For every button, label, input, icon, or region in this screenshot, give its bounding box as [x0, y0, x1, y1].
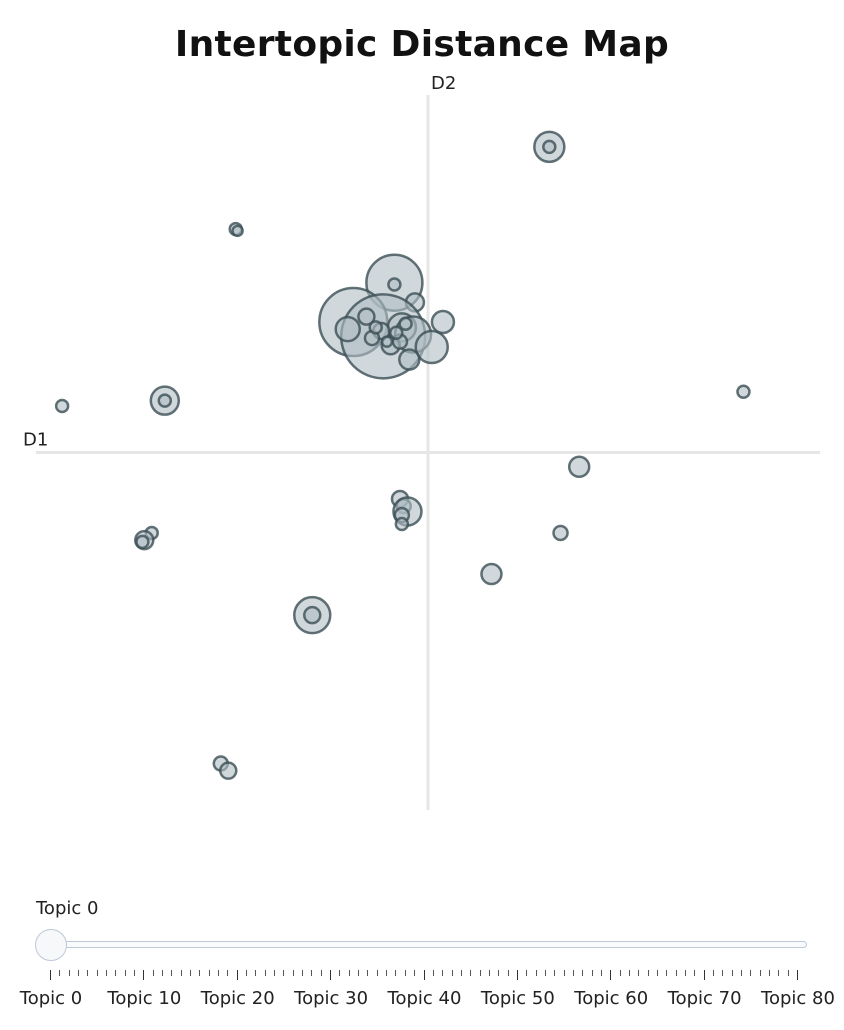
topic-bubble-33 — [394, 516, 410, 532]
topic-bubble-14 — [430, 309, 456, 335]
topic-bubble-27 — [736, 384, 751, 399]
topic-bubble-25 — [157, 393, 173, 408]
slider-tick-label[interactable]: Topic 80 — [761, 988, 835, 1009]
x-axis-label: D1 — [23, 430, 48, 451]
topic-bubble-1 — [542, 139, 557, 155]
topic-bubble-13 — [414, 329, 449, 365]
topic-bubble-9 — [334, 315, 361, 343]
topic-bubble-22 — [380, 335, 394, 348]
slider-tick-label[interactable]: Topic 0 — [19, 988, 83, 1009]
slider-tick-label[interactable]: Topic 50 — [480, 988, 555, 1009]
topic-bubble-34 — [552, 524, 569, 542]
topic-bubble-23 — [398, 348, 421, 371]
slider-handle[interactable] — [35, 929, 67, 961]
topic-bubble-20 — [398, 316, 413, 332]
topic-bubble-38 — [480, 562, 503, 586]
slider-tick-label[interactable]: Topic 40 — [387, 988, 462, 1009]
y-axis-label: D2 — [431, 73, 456, 94]
topic-bubble-40 — [303, 605, 322, 625]
slider-tick-label[interactable]: Topic 20 — [200, 988, 275, 1009]
topic-bubble-28 — [567, 455, 591, 479]
chart-title: Intertopic Distance Map — [174, 24, 670, 65]
topic-bubble-26 — [54, 398, 70, 414]
slider-tick-label[interactable]: Topic 10 — [107, 988, 182, 1009]
topic-bubble-5 — [387, 277, 402, 292]
slider-track[interactable] — [40, 941, 807, 948]
slider-tick-label[interactable]: Topic 60 — [574, 988, 649, 1009]
topic-bubble-10 — [357, 307, 376, 326]
slider-tick-label[interactable]: Topic 70 — [667, 988, 742, 1009]
topic-bubble-21 — [389, 325, 404, 340]
topic-bubble-42 — [219, 761, 238, 780]
topic-bubble-37 — [135, 534, 150, 550]
topic-bubble-18 — [368, 320, 383, 335]
topic-bubble-3 — [231, 224, 244, 238]
slider-current-label: Topic 0 — [36, 898, 99, 919]
slider-tick-label[interactable]: Topic 30 — [294, 988, 369, 1009]
